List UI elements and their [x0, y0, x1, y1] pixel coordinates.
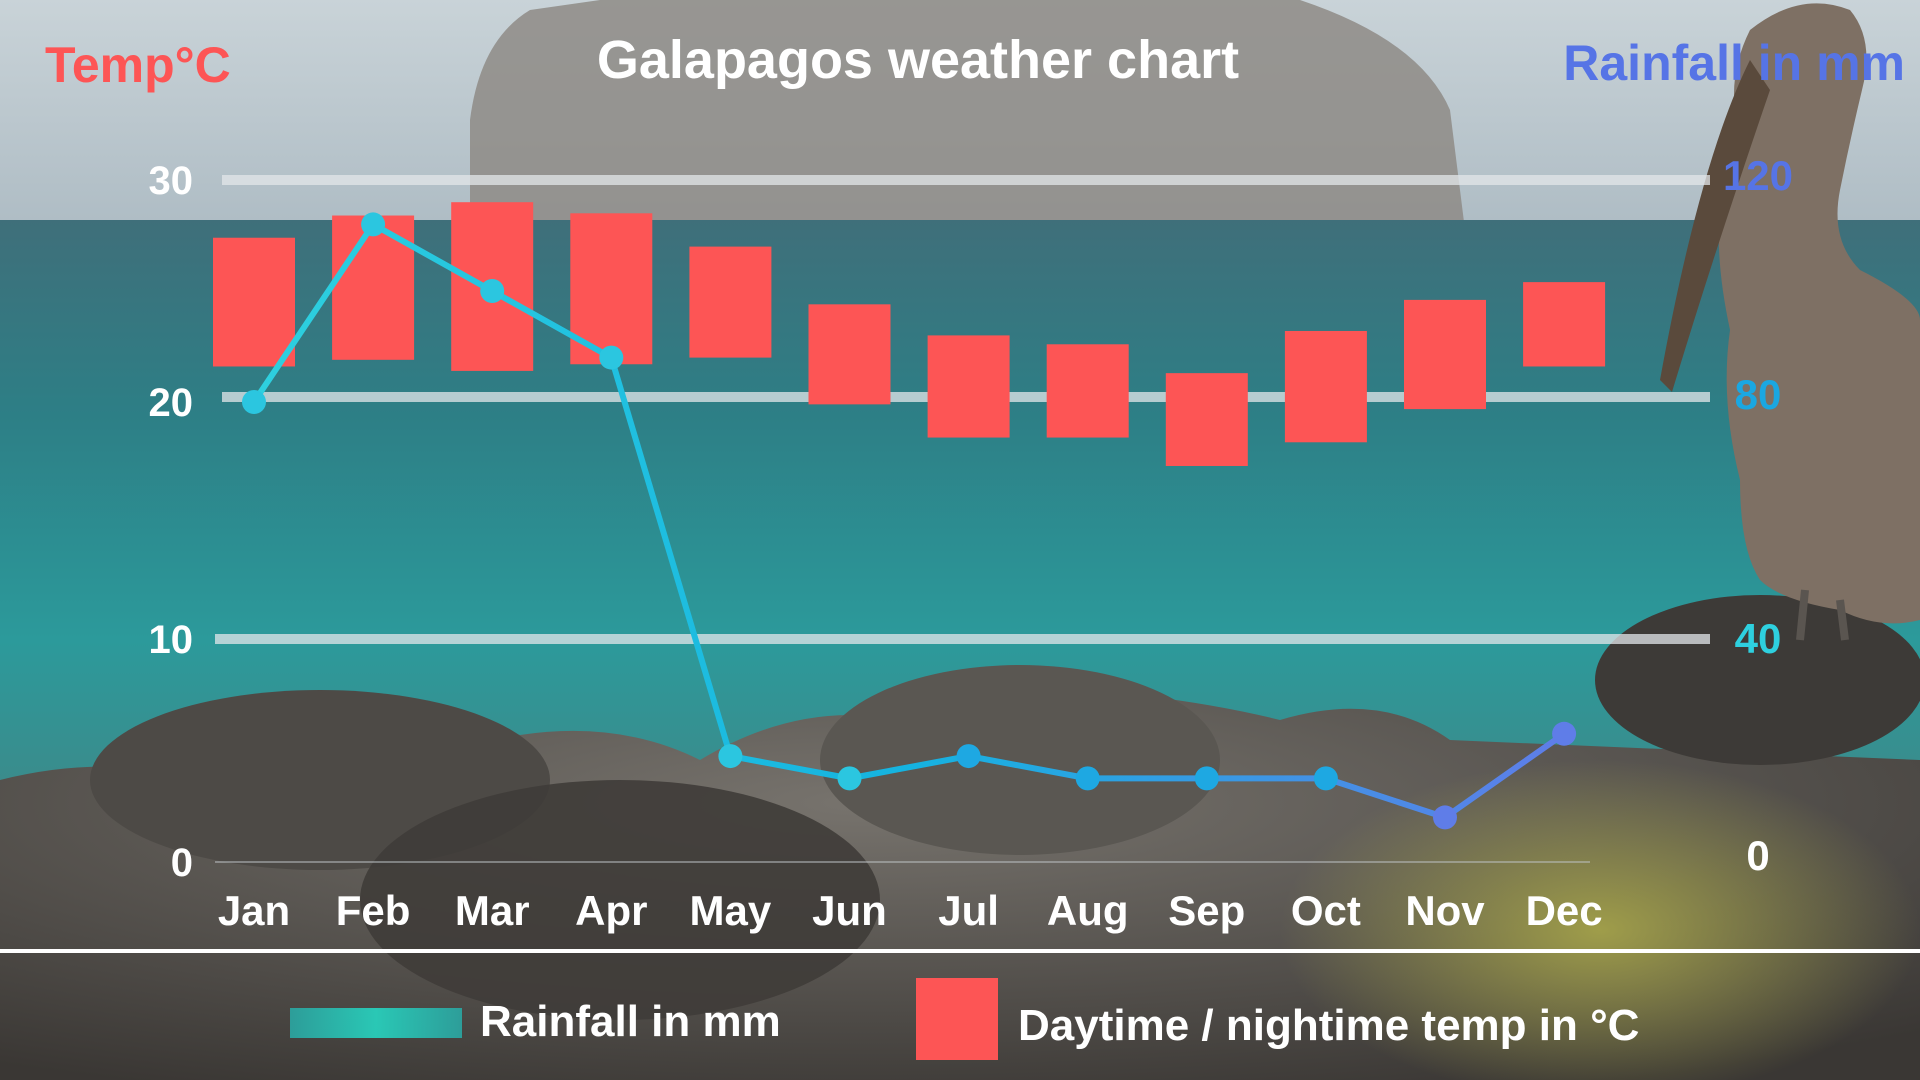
- left-tick-20: 20: [149, 381, 194, 425]
- legend-rain-swatch: [290, 1008, 462, 1038]
- rainfall-point-oct: [1313, 766, 1338, 791]
- x-tick-may: May: [690, 887, 772, 934]
- x-tick-aug: Aug: [1047, 887, 1129, 934]
- right-tick-120: 120: [1723, 152, 1793, 199]
- rock-center: [820, 665, 1220, 855]
- temp-bar-jul: [927, 335, 1010, 438]
- x-tick-oct: Oct: [1291, 887, 1361, 934]
- rainfall-point-may: [718, 744, 743, 769]
- right-axis-label: Rainfall in mm: [1563, 35, 1905, 91]
- pelican-illustration: [1660, 3, 1920, 641]
- rainfall-point-jul: [956, 744, 981, 769]
- rainfall-point-sep: [1194, 766, 1219, 791]
- right-tick-80: 80: [1735, 371, 1782, 418]
- x-tick-apr: Apr: [575, 887, 647, 934]
- rainfall-polyline: [251, 221, 1566, 821]
- rainfall-point-apr: [599, 345, 624, 370]
- x-tick-feb: Feb: [336, 887, 411, 934]
- rainfall-point-feb: [361, 212, 386, 237]
- temp-bar-oct: [1284, 330, 1367, 443]
- temp-bar-sep: [1165, 373, 1248, 466]
- temp-bar-dec: [1523, 282, 1606, 367]
- rainfall-point-mar: [480, 279, 505, 303]
- legend-temp-label: Daytime / nightime temp in °C: [1018, 1001, 1639, 1050]
- rainfall-point-aug: [1075, 766, 1100, 791]
- left-tick-10: 10: [149, 618, 194, 662]
- x-tick-nov: Nov: [1405, 887, 1485, 934]
- left-axis-ticks: 0 10 20 30: [149, 159, 194, 885]
- left-tick-0: 0: [171, 841, 193, 885]
- x-tick-jul: Jul: [938, 887, 999, 934]
- rainfall-point-jan: [242, 390, 266, 414]
- bush: [1280, 760, 1920, 1080]
- temp-bar-nov: [1404, 299, 1486, 410]
- rainfall-line: [242, 212, 1577, 830]
- legend: Rainfall in mm Daytime / nightime temp i…: [290, 978, 1639, 1060]
- temp-bar-jan: [213, 237, 295, 367]
- chart-title: Galapagos weather chart: [597, 30, 1239, 90]
- temp-bar-may: [689, 246, 772, 358]
- legend-rain-label: Rainfall in mm: [480, 997, 781, 1046]
- x-tick-jun: Jun: [812, 887, 887, 934]
- legend-temp-swatch: [916, 978, 998, 1060]
- temp-bar-jun: [808, 304, 891, 405]
- x-tick-dec: Dec: [1526, 887, 1603, 934]
- x-axis-labels: Jan Feb Mar Apr May Jun Jul Aug Sep Oct Nov Dec: [218, 887, 1603, 934]
- right-tick-40: 40: [1735, 615, 1782, 662]
- right-tick-0: 0: [1746, 832, 1769, 879]
- rainfall-point-dec: [1552, 721, 1577, 746]
- right-axis-ticks: 0 40 80 120: [1723, 152, 1793, 879]
- x-tick-mar: Mar: [455, 887, 530, 934]
- temp-bars: [213, 202, 1606, 466]
- rock-island: [470, 0, 1465, 230]
- rainfall-point-jun: [837, 766, 862, 791]
- x-tick-jan: Jan: [218, 887, 290, 934]
- rock-front: [360, 780, 880, 1020]
- temp-bar-aug: [1046, 344, 1129, 438]
- x-tick-sep: Sep: [1168, 887, 1245, 934]
- rainfall-point-nov: [1433, 805, 1457, 830]
- left-tick-30: 30: [149, 159, 194, 203]
- left-axis-label: Temp°C: [45, 37, 231, 93]
